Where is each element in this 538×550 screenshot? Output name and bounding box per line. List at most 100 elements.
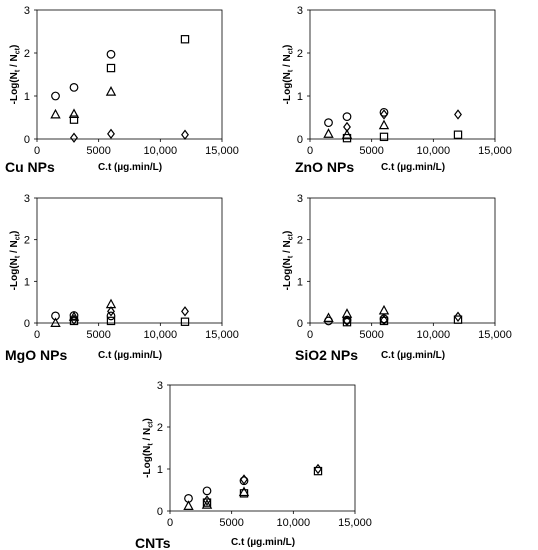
x-tick-label: 10,000 xyxy=(277,517,311,529)
square-marker-point-1 xyxy=(106,63,116,73)
triangle-marker-point-1 xyxy=(68,311,80,321)
x-tick-label: 15,000 xyxy=(205,329,239,341)
square-marker-point-1 xyxy=(379,132,389,142)
chart-panel-1: 0 5000 10,000 15,000 0 1 2 3 -Log(Nt / Nct) C.t (… xyxy=(282,5,512,175)
diamond-marker-point-1 xyxy=(107,128,115,140)
y-tick-label: 2 xyxy=(297,48,303,60)
x-tick-label: 5000 xyxy=(359,145,383,157)
y-tick-label: 0 xyxy=(297,134,303,146)
y-tick-label: 2 xyxy=(297,235,303,247)
y-axis-label: -Log(Nt / Nct) xyxy=(282,45,295,105)
x-tick-label: 10,000 xyxy=(417,145,451,157)
series-circle xyxy=(184,476,249,503)
triangle-marker-point-0 xyxy=(323,128,334,138)
square-marker-point-2 xyxy=(180,317,190,326)
x-tick-label: 0 xyxy=(167,517,173,529)
y-tick-label: 3 xyxy=(24,193,30,205)
circle-marker-point-2 xyxy=(379,107,389,117)
series-diamond xyxy=(70,306,189,325)
y-tick-label: 0 xyxy=(24,318,30,330)
y-axis-label: -Log(Nt / Nct) xyxy=(9,45,22,105)
x-axis-label: C.t (µg.min/L) xyxy=(381,162,445,173)
series-square xyxy=(69,316,190,326)
series-square xyxy=(342,130,463,143)
circle-marker-point-0 xyxy=(324,118,333,128)
series-diamond xyxy=(343,311,462,327)
diamond-marker-point-2 xyxy=(181,129,189,140)
diamond-marker-point-1 xyxy=(380,314,388,326)
diamond-marker-point-2 xyxy=(181,306,189,317)
triangle-marker-point-2 xyxy=(105,86,117,96)
x-axis-label: C.t (µg.min/L) xyxy=(231,537,295,548)
chart-panel-3: 0 5000 10,000 15,000 0 1 2 3 -Log(Nt / Nct) C.t (… xyxy=(282,193,512,363)
x-tick-label: 5000 xyxy=(86,145,110,157)
square-marker-point-1 xyxy=(239,489,249,498)
series-diamond xyxy=(203,463,322,506)
square-marker-point-0 xyxy=(69,115,79,124)
x-tick-label: 0 xyxy=(307,145,313,157)
chart-panel-4: 0 5000 10,000 15,000 0 1 2 3 -Log(Nt / Nct) C.t (… xyxy=(135,380,372,550)
x-tick-label: 15,000 xyxy=(338,517,372,529)
y-tick-label: 0 xyxy=(297,318,303,330)
x-tick-label: 15,000 xyxy=(478,329,512,341)
y-axis-label: -Log(Nt / Nct) xyxy=(282,231,295,291)
x-tick-label: 15,000 xyxy=(478,145,512,157)
series-triangle xyxy=(50,86,117,119)
panel-title: Cu NPs xyxy=(5,159,55,175)
plot-area-frame xyxy=(309,197,496,324)
plot-area-frame xyxy=(36,197,223,324)
y-tick-label: 3 xyxy=(157,380,163,392)
triangle-marker-point-2 xyxy=(378,304,390,315)
y-tick-label: 2 xyxy=(24,48,30,60)
x-tick-label: 5000 xyxy=(86,329,110,341)
x-axis-label: C.t (µg.min/L) xyxy=(381,350,445,361)
y-tick-label: 0 xyxy=(157,506,163,518)
diamond-marker-point-0 xyxy=(70,314,78,325)
y-tick-label: 0 xyxy=(24,134,30,146)
triangle-marker-point-2 xyxy=(238,486,250,497)
diamond-marker-point-0 xyxy=(343,315,351,327)
triangle-marker-point-0 xyxy=(183,500,194,510)
series-diamond xyxy=(70,128,189,143)
diamond-marker-point-0 xyxy=(343,121,351,133)
diamond-marker-point-1 xyxy=(107,306,115,317)
series-triangle xyxy=(323,119,390,139)
plot-area-frame xyxy=(36,9,223,140)
circle-marker-point-1 xyxy=(69,82,79,92)
series-square xyxy=(69,35,190,124)
x-tick-label: 10,000 xyxy=(417,329,451,341)
series-square xyxy=(342,315,463,327)
x-tick-label: 0 xyxy=(307,329,313,341)
y-axis-label: -Log(Nt / Nct) xyxy=(9,231,22,291)
y-tick-label: 2 xyxy=(157,422,163,434)
x-tick-label: 0 xyxy=(34,145,40,157)
circle-marker-point-1 xyxy=(202,486,212,496)
plot-area-frame xyxy=(169,384,356,512)
triangle-marker-point-0 xyxy=(323,312,334,322)
circle-marker-point-0 xyxy=(51,91,60,101)
series-triangle xyxy=(323,304,390,322)
triangle-marker-point-2 xyxy=(378,119,390,130)
triangle-marker-point-0 xyxy=(50,108,61,119)
square-marker-point-2 xyxy=(453,130,463,139)
panel-title: CNTs xyxy=(135,535,171,550)
plot-area-frame xyxy=(309,9,496,140)
y-tick-label: 3 xyxy=(24,5,30,17)
triangle-marker-point-1 xyxy=(68,108,80,119)
square-marker-point-0 xyxy=(342,133,352,143)
y-axis-label: -Log(Nt / Nct) xyxy=(142,418,155,478)
panel-title: SiO2 NPs xyxy=(295,347,358,363)
panel-title: MgO NPs xyxy=(5,347,67,363)
y-tick-label: 1 xyxy=(157,464,163,476)
diamond-marker-point-2 xyxy=(454,311,462,322)
diamond-marker-point-1 xyxy=(380,109,388,120)
chart-panel-2: 0 5000 10,000 15,000 0 1 2 3 -Log(Nt / Nct) C.t (… xyxy=(5,193,239,363)
diamond-marker-point-0 xyxy=(203,495,211,506)
diamond-marker-point-2 xyxy=(314,463,322,475)
square-marker-point-2 xyxy=(180,35,190,44)
y-tick-label: 1 xyxy=(24,91,30,103)
diamond-marker-point-0 xyxy=(70,132,78,143)
x-tick-label: 10,000 xyxy=(144,145,178,157)
panel-title: ZnO NPs xyxy=(295,159,354,175)
